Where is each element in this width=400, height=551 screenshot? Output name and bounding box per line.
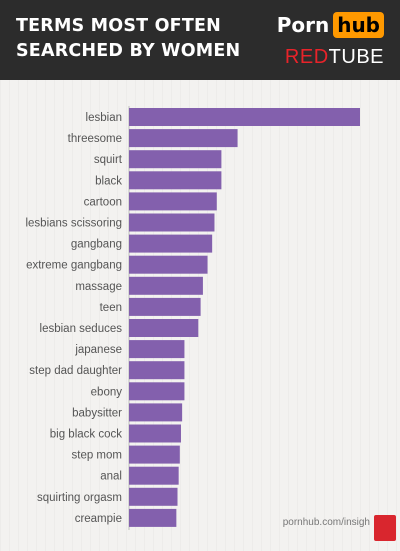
category-label: creampie	[75, 513, 122, 525]
bar-squirt	[129, 150, 222, 169]
category-label: massage	[75, 281, 122, 293]
category-label: teen	[100, 302, 122, 314]
category-label: lesbian seduces	[40, 323, 123, 335]
category-label: extreme gangbang	[26, 260, 122, 272]
logo-red-text: RED	[284, 46, 329, 68]
category-label: gangbang	[71, 239, 122, 251]
category-label: squirting orgasm	[37, 492, 122, 504]
bar-step-dad-daughter	[129, 361, 185, 380]
bar-big-black-cock	[129, 424, 181, 443]
bar-teen	[129, 297, 201, 316]
category-label: step dad daughter	[29, 365, 122, 377]
category-label: ebony	[91, 386, 123, 398]
title-line-2: SEARCHED BY WOMEN	[16, 41, 241, 61]
redtube-logo: RED TUBE	[285, 45, 384, 69]
category-label: black	[95, 175, 122, 187]
category-label: lesbians scissoring	[25, 218, 122, 230]
logo-hub-text: hub	[333, 12, 384, 38]
bar-japanese	[129, 340, 185, 359]
category-label: squirt	[94, 154, 123, 166]
bar-extreme-gangbang	[129, 255, 208, 274]
bar-black	[129, 171, 222, 190]
category-label: big black cock	[50, 429, 122, 441]
bar-lesbians-scissoring	[129, 213, 215, 232]
bar-babysitter	[129, 403, 183, 422]
bar-lesbian-seduces	[129, 319, 199, 337]
category-label: threesome	[68, 133, 122, 145]
bar-step-mom	[129, 445, 180, 464]
category-label: anal	[100, 471, 122, 483]
category-label: cartoon	[84, 196, 122, 208]
source-url: pornhub.com/insigh	[282, 517, 370, 528]
pornhub-logo: Porn hub	[277, 11, 384, 39]
category-label: step mom	[72, 450, 123, 462]
site-stamp-logo	[374, 515, 396, 541]
logo-porn-text: Porn	[276, 13, 330, 37]
bar-gangbang	[129, 234, 213, 253]
bar-lesbian	[129, 108, 360, 126]
bar-cartoon	[129, 192, 217, 211]
chart-title: TERMS MOST OFTEN SEARCHED BY WOMEN	[16, 14, 276, 64]
category-label: lesbian	[86, 112, 122, 124]
bar-anal	[129, 466, 179, 485]
logo-tube-text: TUBE	[328, 46, 384, 68]
bar-massage	[129, 276, 203, 295]
category-label: babysitter	[72, 407, 122, 419]
category-label: japanese	[74, 344, 122, 356]
bar-squirting-orgasm	[129, 487, 178, 506]
bar-ebony	[129, 382, 185, 401]
bar-threesome	[129, 129, 238, 148]
bar-creampie	[129, 508, 177, 527]
header: TERMS MOST OFTEN SEARCHED BY WOMEN Porn …	[0, 0, 400, 80]
title-line-1: TERMS MOST OFTEN	[16, 16, 221, 36]
